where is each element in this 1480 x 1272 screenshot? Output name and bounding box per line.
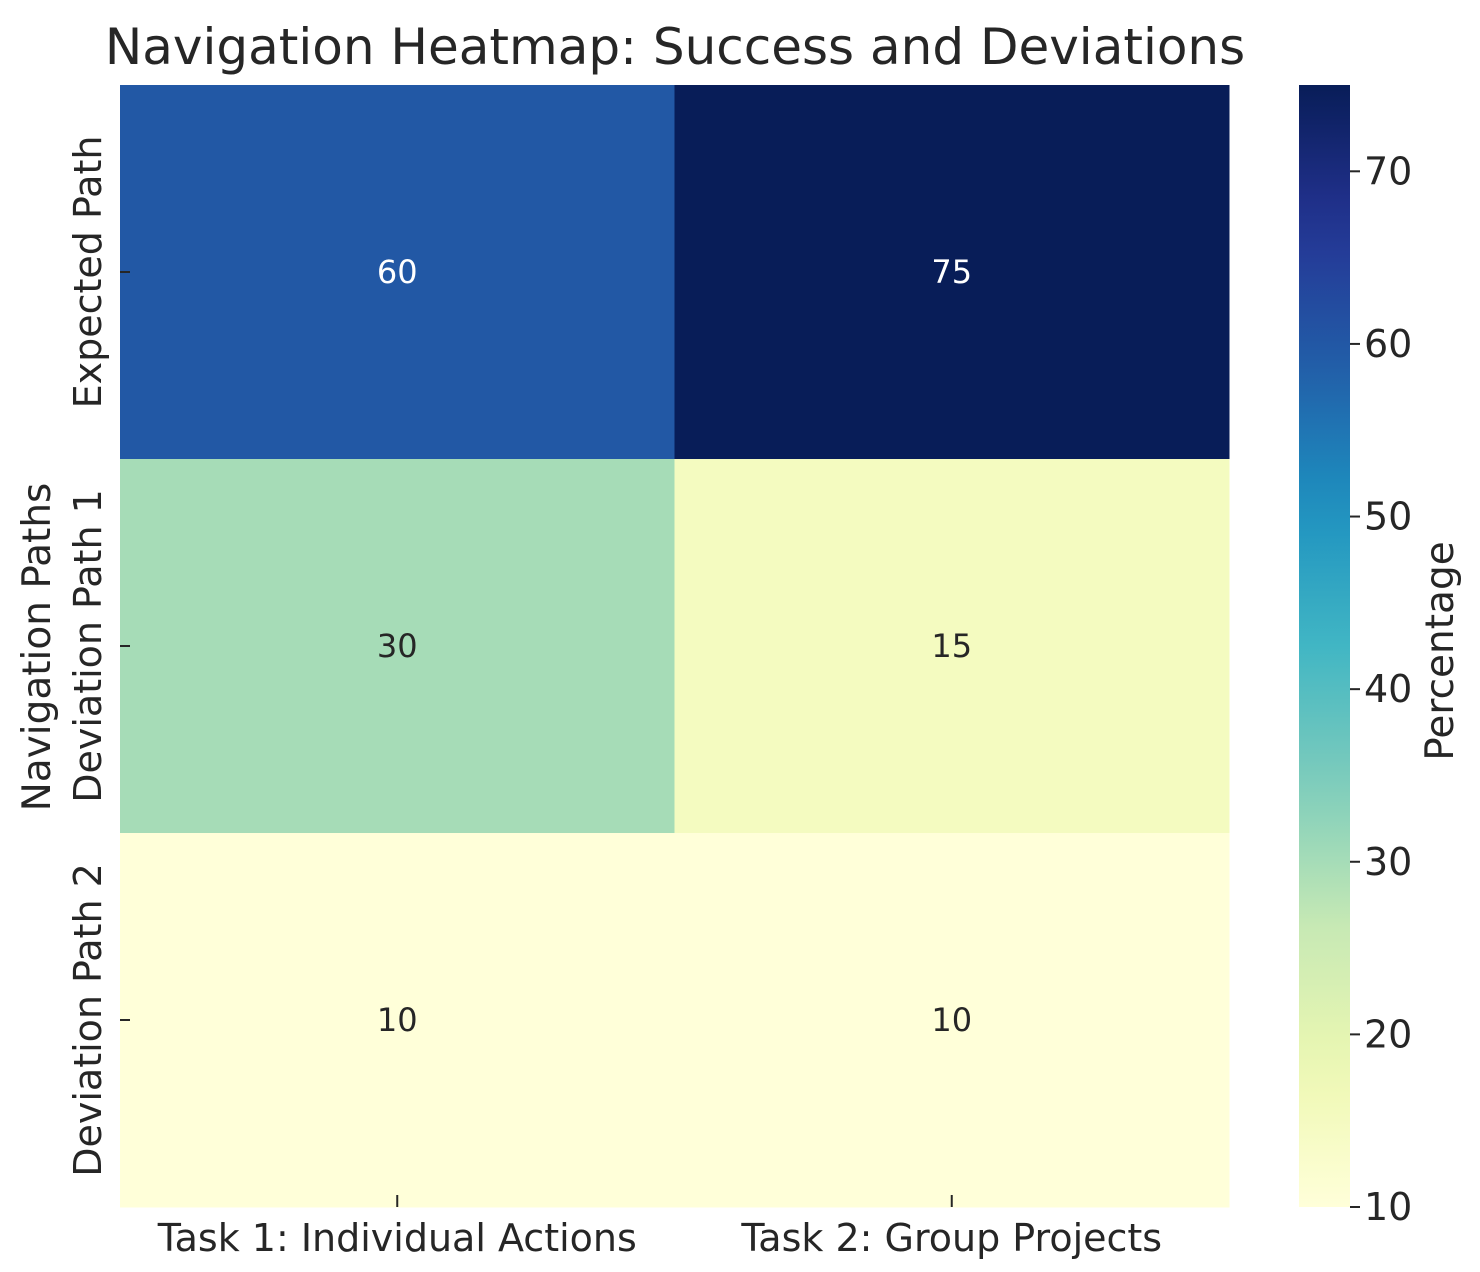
x-axis-ticks: Task 1: Individual Actions Task 2: Group … — [157, 1195, 1162, 1260]
cell-value-label: 15 — [931, 627, 972, 665]
cell-value-label: 10 — [931, 1001, 972, 1039]
y-tick-label: Expected Path — [66, 136, 110, 409]
heatmap-cell — [120, 833, 675, 1208]
y-tick-label: Deviation Path 2 — [66, 863, 110, 1177]
colorbar — [1299, 85, 1350, 1207]
colorbar-ticks: 10 20 30 40 50 60 70 — [1350, 149, 1412, 1229]
colorbar-tick-label: 50 — [1364, 495, 1412, 539]
cell-value-label: 75 — [931, 253, 972, 291]
y-tick-label: Deviation Path 1 — [66, 489, 110, 803]
colorbar-tick-label: 60 — [1364, 322, 1412, 366]
colorbar-label: Percentage — [1418, 541, 1463, 760]
colorbar-tick-label: 30 — [1364, 840, 1412, 884]
y-axis-label: Navigation Paths — [15, 483, 60, 812]
heatmap-cell — [674, 459, 1230, 834]
heatmap-cell — [120, 459, 675, 834]
heatmap-cells — [120, 85, 1230, 1208]
x-tick-label: Task 2: Group Projects — [740, 1216, 1162, 1260]
heatmap-cell-labels: 60 75 30 15 10 10 — [377, 253, 972, 1039]
colorbar-tick-label: 70 — [1364, 149, 1412, 193]
colorbar-tick-label: 20 — [1364, 1012, 1412, 1056]
heatmap-cell — [674, 85, 1230, 460]
cell-value-label: 30 — [377, 627, 418, 665]
colorbar-tick-label: 40 — [1364, 667, 1412, 711]
colorbar-tick-label: 10 — [1364, 1185, 1412, 1229]
y-axis-ticks: Expected Path Deviation Path 1 Deviation P… — [66, 136, 130, 1177]
cell-value-label: 10 — [377, 1001, 418, 1039]
x-tick-label: Task 1: Individual Actions — [157, 1216, 637, 1260]
chart-title: Navigation Heatmap: Success and Deviatio… — [105, 18, 1245, 76]
heatmap-cell — [674, 833, 1230, 1208]
cell-value-label: 60 — [377, 253, 418, 291]
heatmap-cell — [120, 85, 675, 460]
